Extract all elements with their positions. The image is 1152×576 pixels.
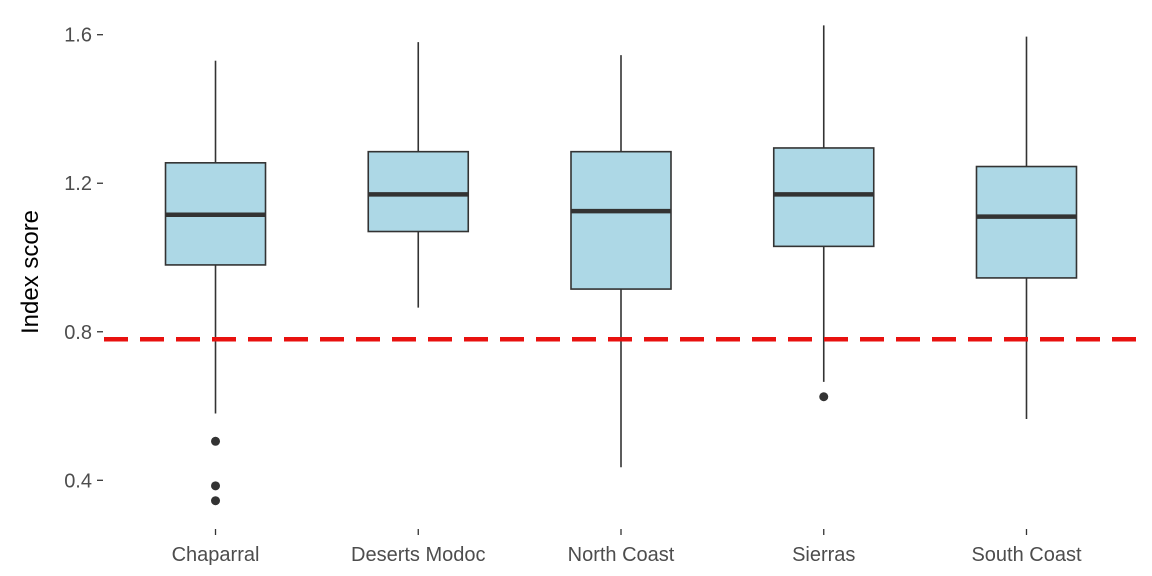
box-group [975,36,1078,420]
outlier-point [211,481,221,491]
x-tick-label: Sierras [792,544,855,566]
x-tick-label: Chaparral [172,544,260,566]
x-tick-label: South Coast [971,544,1082,566]
outlier-point [211,496,221,506]
box-group [570,55,672,468]
box-group [164,60,267,506]
y-tick-label: 0.4 [64,470,92,492]
box [570,150,672,290]
y-axis-title: Index score [17,210,44,334]
box [367,150,470,233]
y-tick-label: 1.2 [64,173,92,195]
box-group [367,42,470,308]
outlier-point [819,392,829,402]
axes-layer: 0.4 0.8 1.2 1.6 Chaparral Deserts Modoc North … [64,25,1082,566]
x-tick-label: North Coast [568,544,675,566]
y-tick-label: 0.8 [64,322,92,344]
box [772,147,875,248]
box [975,165,1078,279]
marks-layer [104,25,1138,506]
box-group [772,25,875,402]
outlier-point [211,436,221,446]
x-tick-label: Deserts Modoc [351,544,486,566]
y-tick-label: 1.6 [64,25,92,47]
